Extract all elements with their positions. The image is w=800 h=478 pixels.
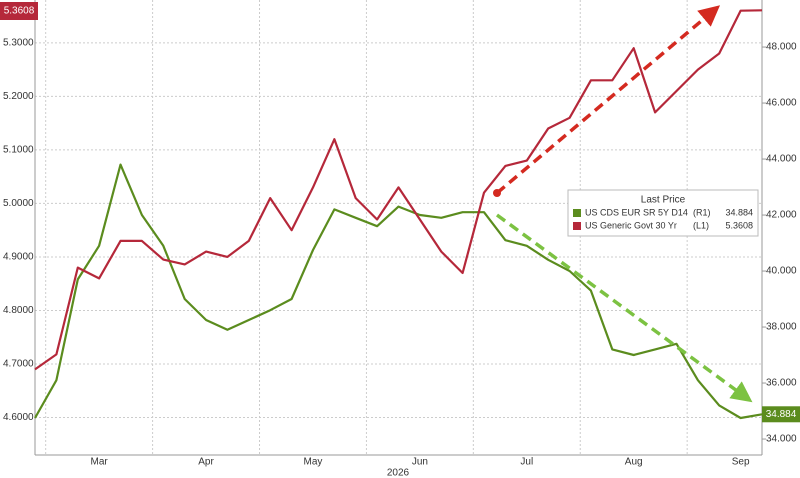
x-tick-label: Jun: [412, 457, 428, 468]
legend-title: Last Price: [641, 195, 686, 206]
legend-value: 5.3608: [725, 220, 753, 230]
legend-swatch: [573, 222, 581, 230]
legend-axis: (L1): [693, 220, 709, 230]
y2-tick-label: 40.000: [766, 266, 797, 277]
y2-tick-label: 38.000: [766, 322, 797, 333]
y2-tick-label: 34.000: [766, 434, 797, 445]
last-price-box: [0, 2, 38, 20]
legend-label: US CDS EUR SR 5Y D14: [585, 207, 688, 217]
legend-label: US Generic Govt 30 Yr: [585, 220, 677, 230]
last-price-label: 5.3608: [4, 6, 35, 17]
legend: Last Price US CDS EUR SR 5Y D14 (R1) 34.…: [567, 189, 759, 237]
y2-tick-label: 48.000: [766, 42, 797, 53]
trend-arrow: [495, 213, 753, 403]
y2-tick-label: 42.000: [766, 210, 797, 221]
y-tick-label: 4.8000: [3, 305, 34, 316]
x-tick-label: Aug: [625, 457, 643, 468]
series-line: [34, 163, 763, 420]
last-price-label: 34.884: [766, 409, 797, 420]
legend-value: 34.884: [725, 207, 753, 217]
x-tick-label: Apr: [198, 457, 214, 468]
y-tick-label: 5.3000: [3, 37, 34, 48]
trend-arrow: [495, 5, 721, 195]
series-line: [34, 9, 763, 371]
legend-box: [567, 189, 759, 237]
y-tick-label: 5.2000: [3, 91, 34, 102]
y-tick-label: 5.1000: [3, 145, 34, 156]
x-axis-year: 2026: [387, 468, 410, 478]
last-price-box: [762, 406, 800, 423]
arrow-start: [493, 189, 501, 197]
lines: [34, 9, 763, 420]
y2-tick-label: 46.000: [766, 98, 797, 109]
y2-tick-label: 36.000: [766, 378, 797, 389]
y2-tick-label: 44.000: [766, 154, 797, 165]
y-tick-label: 5.0000: [3, 198, 34, 209]
legend-axis: (R1): [693, 207, 711, 217]
legend-swatch: [573, 209, 581, 217]
x-tick-label: Sep: [732, 457, 750, 468]
x-tick-label: Jul: [520, 457, 533, 468]
x-tick-label: Mar: [91, 457, 109, 468]
x-tick-label: May: [304, 457, 323, 468]
y-tick-label: 4.9000: [3, 252, 34, 263]
y-tick-label: 4.6000: [3, 412, 34, 423]
y-tick-label: 4.7000: [3, 359, 34, 370]
